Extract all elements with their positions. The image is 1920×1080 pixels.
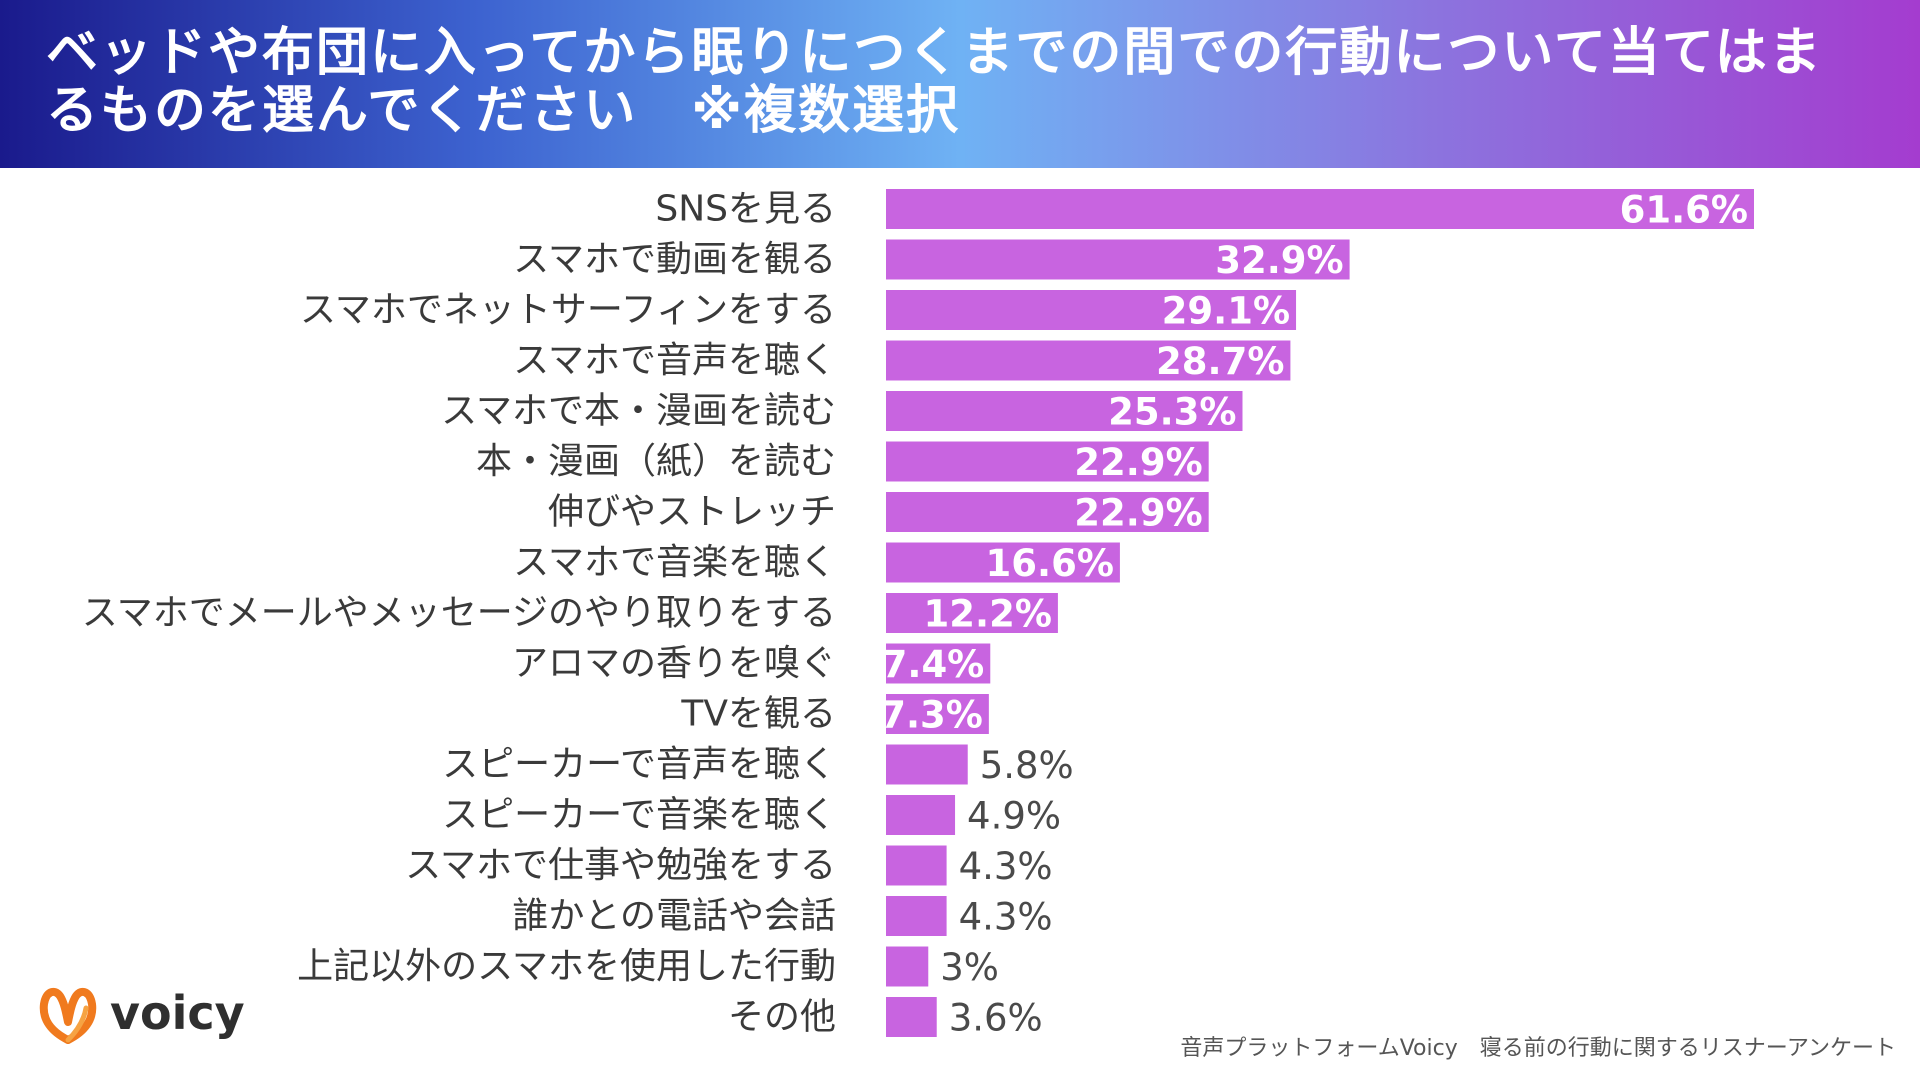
value-label: 32.9%: [1215, 239, 1343, 282]
category-label: スマホで音声を聴く: [513, 340, 836, 381]
bar: [886, 391, 1243, 431]
value-label: 7.3%: [880, 694, 983, 737]
value-label: 61.6%: [1620, 189, 1748, 232]
bar: [886, 239, 1350, 280]
category-label: スマホで仕事や勉強をする: [405, 845, 836, 886]
category-label: スマホで動画を観る: [513, 239, 836, 280]
value-label: 3%: [940, 946, 999, 989]
bar: [886, 340, 1291, 381]
value-label: 22.9%: [1074, 492, 1202, 535]
bar: [886, 946, 929, 987]
logo-wordmark: voicy: [110, 986, 245, 1040]
value-label: 28.7%: [1156, 340, 1284, 383]
value-label: 29.1%: [1162, 290, 1290, 333]
value-label: 22.9%: [1074, 441, 1202, 484]
chart-title: ベッドや布団に入ってから眠りにつくまでの間での行動について当てはまるものを選んで…: [46, 23, 1823, 141]
value-label: 4.3%: [959, 845, 1053, 888]
bar: [886, 542, 1120, 583]
bar: [886, 744, 968, 785]
bar: [886, 694, 989, 734]
bar: [886, 492, 1209, 532]
category-label: アロマの香りを嗅ぐ: [512, 643, 836, 684]
bar: [886, 593, 1058, 633]
value-label: 4.9%: [967, 795, 1061, 838]
category-label: 誰かとの電話や会話: [512, 896, 836, 937]
voicy-logo: voicy: [38, 980, 245, 1046]
category-label: 本・漫画（紙）を読む: [476, 441, 836, 482]
category-label: スマホでメールやメッセージのやり取りをする: [82, 593, 836, 634]
value-label: 12.2%: [924, 593, 1052, 636]
category-label: SNSを見る: [655, 189, 836, 230]
category-label: スマホで音楽を聴く: [513, 542, 836, 583]
category-label: スピーカーで音声を聴く: [442, 744, 836, 785]
category-label: スマホで本・漫画を読む: [441, 391, 836, 432]
category-label: 上記以外のスマホを使用した行動: [297, 946, 836, 987]
header-banner: ベッドや布団に入ってから眠りにつくまでの間での行動について当てはまるものを選んで…: [0, 0, 1920, 168]
bar: [886, 795, 956, 835]
value-label: 7.4%: [882, 643, 985, 686]
source-note: 音声プラットフォームVoicy 寝る前の行動に関するリスナーアンケート: [1180, 1036, 1896, 1061]
value-label: 3.6%: [949, 997, 1043, 1040]
bar: [886, 643, 991, 684]
bar: [886, 997, 937, 1037]
category-label: TVを観る: [680, 694, 836, 735]
category-label: スピーカーで音楽を聴く: [442, 795, 836, 836]
value-label: 4.3%: [959, 896, 1053, 939]
category-label: 伸びやストレッチ: [548, 492, 836, 533]
bar: [886, 290, 1297, 330]
category-label: スマホでネットサーフィンをする: [300, 290, 836, 331]
value-label: 5.8%: [980, 744, 1074, 787]
bar: [886, 189, 1754, 229]
value-label: 25.3%: [1108, 391, 1236, 434]
bar: [886, 896, 947, 936]
value-label: 16.6%: [986, 542, 1114, 585]
category-label: その他: [728, 997, 836, 1038]
voicy-logo-icon: [39, 987, 97, 1044]
bar: [886, 441, 1209, 482]
bar: [886, 845, 947, 886]
